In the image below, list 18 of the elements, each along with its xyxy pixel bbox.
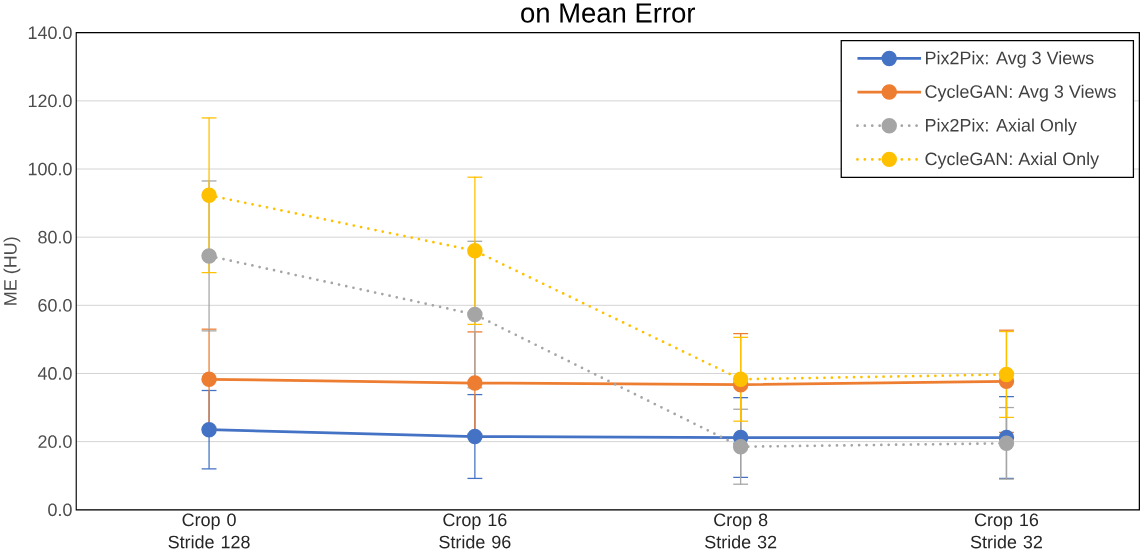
y-axis-title: ME (HU): [3, 237, 21, 305]
x-tick-label: Crop 16 Stride 32: [970, 513, 1042, 549]
y-tick-label: 100.0: [28, 162, 72, 176]
y-tick-label: 0.0: [48, 503, 72, 517]
x-tick-label: Crop 0 Stride 128: [168, 513, 250, 549]
legend-label: CycleGAN: Avg 3 Views: [925, 84, 1116, 102]
legend-label: CycleGAN: Axial Only: [925, 152, 1100, 169]
y-tick-label: 120.0: [28, 94, 72, 108]
legend-label: Pix2Pix: Axial Only: [926, 118, 1077, 136]
x-tick-label: Crop 16 Stride 96: [439, 513, 511, 549]
y-tick-label: 20.0: [38, 435, 72, 449]
y-tick-label: 140.0: [28, 26, 72, 40]
chart-title: on Mean Error: [521, 3, 696, 23]
y-tick-label: 80.0: [38, 230, 72, 244]
y-tick-label: 40.0: [37, 367, 72, 380]
y-tick-label: 60.0: [38, 299, 72, 312]
legend-label: Pix2Pix: Avg 3 Views: [926, 51, 1094, 68]
x-tick-label: Crop 8 Stride 32: [705, 513, 777, 549]
